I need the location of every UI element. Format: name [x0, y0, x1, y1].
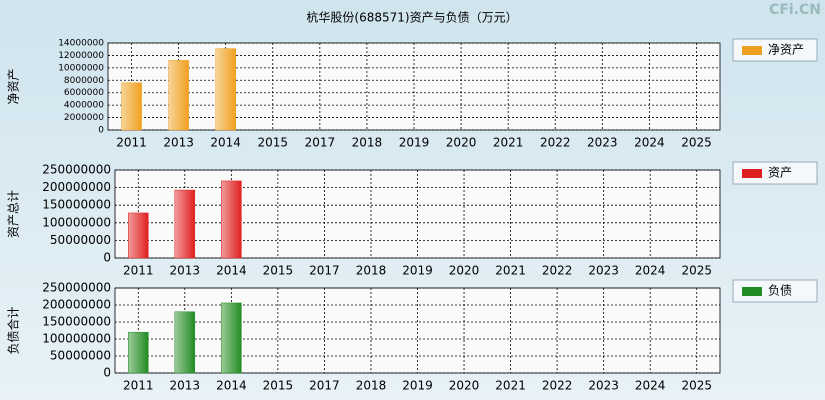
legend-swatch [742, 46, 762, 55]
y-tick-label: 50000000 [50, 233, 111, 247]
bar [221, 180, 242, 259]
x-tick-label: 2017 [309, 264, 340, 278]
x-tick-label: 2018 [356, 379, 387, 393]
x-tick-label: 2019 [402, 379, 433, 393]
y-tick-label: 200000000 [42, 180, 111, 194]
y-tick-label: 150000000 [42, 198, 111, 212]
legend-swatch [742, 169, 762, 178]
bar [174, 311, 196, 374]
x-tick-label: 2024 [635, 264, 666, 278]
x-tick-label: 2011 [123, 264, 154, 278]
x-tick-label: 2015 [257, 136, 288, 150]
x-tick-label: 2021 [495, 264, 526, 278]
y-axis-label: 负债合计 [6, 306, 21, 354]
y-tick-label: 0 [103, 251, 111, 265]
y-tick-label: 0 [98, 126, 104, 136]
y-axis-label: 净资产 [7, 68, 21, 104]
bar [121, 82, 142, 131]
x-tick-label: 2023 [588, 379, 619, 393]
y-tick-label: 10000000 [58, 63, 104, 73]
y-tick-label: 0 [103, 366, 111, 380]
legend-label: 资产 [768, 166, 792, 180]
x-tick-label: 2022 [542, 379, 573, 393]
y-tick-label: 14000000 [58, 39, 104, 49]
x-tick-label: 2021 [493, 136, 524, 150]
x-tick-label: 2022 [540, 136, 571, 150]
legend-label: 负债 [768, 284, 792, 298]
x-tick-label: 2014 [216, 264, 247, 278]
bar [221, 302, 242, 374]
x-tick-label: 2014 [210, 136, 241, 150]
x-tick-label: 2013 [170, 379, 201, 393]
chart-title: 杭华股份(688571)资产与负债（万元） [306, 10, 517, 25]
y-tick-label: 250000000 [42, 163, 111, 177]
x-tick-label: 2015 [263, 379, 294, 393]
bar [174, 189, 196, 259]
y-tick-label: 100000000 [42, 332, 111, 346]
x-tick-label: 2018 [356, 264, 387, 278]
x-tick-label: 2023 [588, 264, 619, 278]
bar [168, 60, 189, 131]
x-tick-label: 2025 [681, 379, 712, 393]
x-tick-label: 2021 [495, 379, 526, 393]
bar [215, 48, 236, 131]
x-tick-label: 2020 [449, 264, 480, 278]
y-tick-label: 8000000 [64, 76, 104, 86]
y-tick-label: 2000000 [64, 113, 104, 123]
legend-box [732, 161, 818, 185]
x-tick-label: 2020 [449, 379, 480, 393]
x-tick-label: 2018 [352, 136, 383, 150]
x-tick-label: 2024 [635, 379, 666, 393]
legend-box [732, 38, 818, 62]
legend-label: 净资产 [768, 43, 804, 57]
y-tick-label: 50000000 [50, 349, 111, 363]
y-tick-label: 150000000 [42, 315, 111, 329]
x-tick-label: 2013 [170, 264, 201, 278]
y-tick-label: 6000000 [64, 88, 104, 98]
x-tick-label: 2015 [263, 264, 294, 278]
x-tick-label: 2025 [681, 264, 712, 278]
bar [128, 331, 149, 374]
x-tick-label: 2023 [587, 136, 618, 150]
y-tick-label: 12000000 [58, 51, 104, 61]
x-tick-label: 2013 [163, 136, 194, 150]
legend-swatch [742, 287, 762, 296]
x-tick-label: 2022 [542, 264, 573, 278]
y-tick-label: 100000000 [42, 215, 111, 229]
y-tick-label: 4000000 [64, 101, 104, 111]
x-tick-label: 2014 [216, 379, 247, 393]
x-tick-label: 2020 [446, 136, 477, 150]
y-axis-label: 资产总计 [7, 190, 21, 238]
x-tick-label: 2025 [681, 136, 712, 150]
x-tick-label: 2017 [309, 379, 340, 393]
legend-box [732, 279, 818, 303]
y-tick-label: 250000000 [42, 281, 111, 295]
x-tick-label: 2019 [402, 264, 433, 278]
x-tick-label: 2011 [123, 379, 154, 393]
y-tick-label: 200000000 [42, 298, 111, 312]
x-tick-label: 2024 [634, 136, 665, 150]
bar [128, 212, 149, 259]
x-tick-label: 2011 [116, 136, 147, 150]
x-tick-label: 2019 [399, 136, 430, 150]
x-tick-label: 2017 [305, 136, 336, 150]
watermark: CFi.CN [769, 2, 821, 18]
